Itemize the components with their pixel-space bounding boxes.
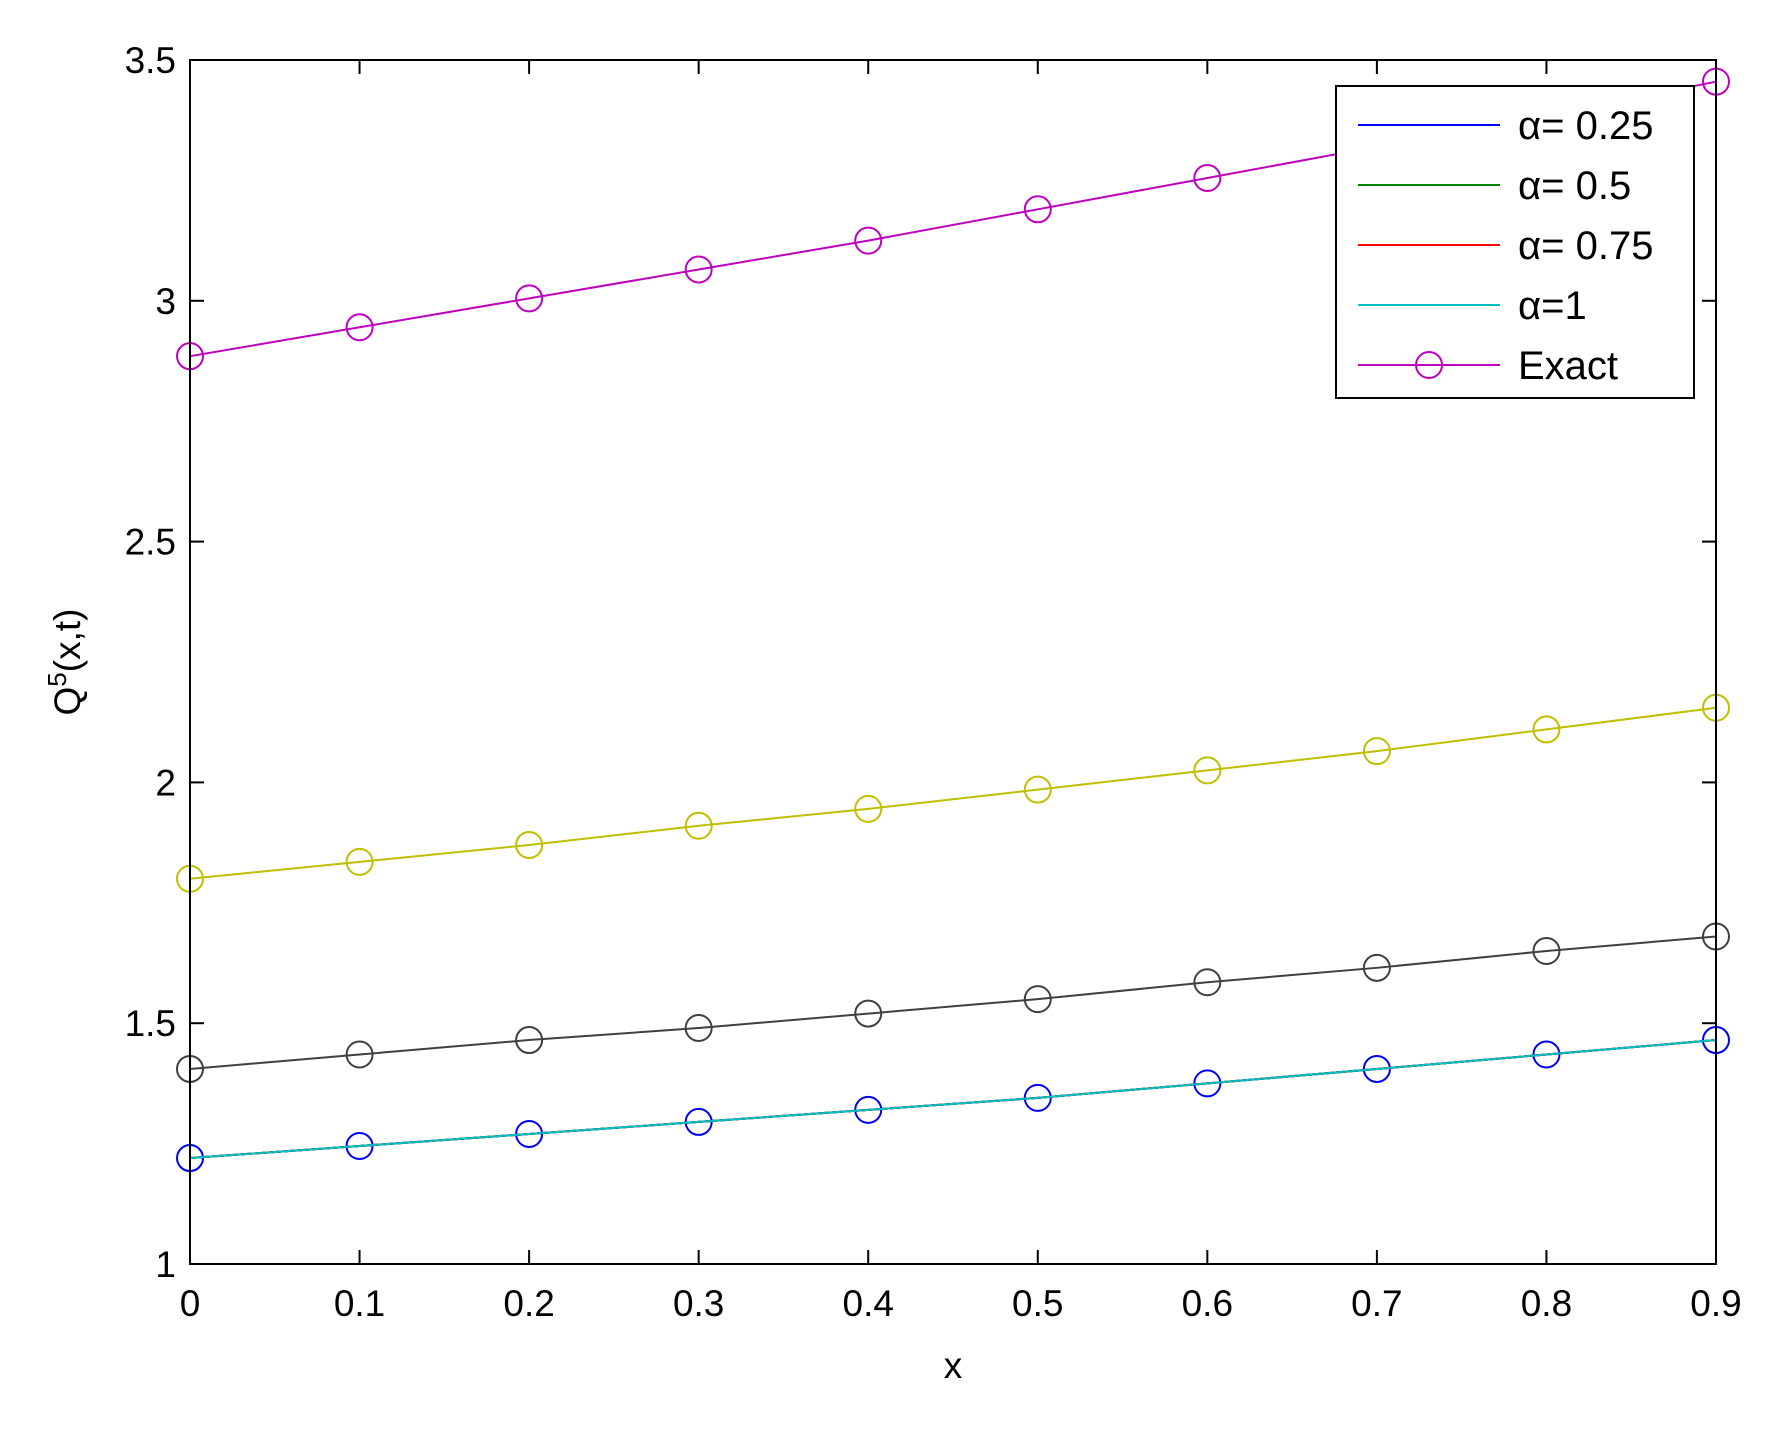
y-axis-title-sup: 5: [42, 672, 72, 686]
data-point: [515, 1026, 544, 1055]
x-tick-label: 0.3: [673, 1283, 724, 1324]
label-layer: 0 0.1 0.2 0.3 0.4 0.5 0.6 0.7 0.8 0.9 1 1.5 2 2.5 3 3.5: [125, 40, 1742, 1324]
data-point: [1023, 775, 1052, 804]
x-tick-label: 0.4: [843, 1283, 894, 1324]
y-tick-label: 2: [155, 762, 176, 803]
data-point: [515, 831, 544, 860]
y-tick-label: 3.5: [125, 40, 176, 81]
data-point: [1362, 737, 1391, 766]
data-point: [1362, 1054, 1391, 1083]
y-axis-title-base: Q: [47, 687, 88, 716]
x-tick-label: 0: [180, 1283, 201, 1324]
legend-label: α=1: [1518, 284, 1587, 328]
legend-label: α= 0.5: [1518, 164, 1631, 208]
legend: α= 0.25 α= 0.5 α= 0.75 α=1 Exact: [1335, 85, 1695, 399]
x-tick-label: 0.8: [1521, 1283, 1572, 1324]
x-axis-title: x: [944, 1345, 963, 1386]
data-point: [854, 999, 883, 1028]
x-tick-label: 0.7: [1351, 1283, 1402, 1324]
y-axis-title: Q5(x,t): [42, 609, 88, 716]
data-point: [345, 847, 374, 876]
legend-box: [1335, 85, 1695, 399]
legend-label: α= 0.75: [1518, 224, 1653, 268]
x-tick-label: 0.2: [503, 1283, 554, 1324]
series-line: [189, 706, 1717, 880]
x-tick-label: 0.1: [334, 1283, 385, 1324]
plot-frame: [189, 59, 1717, 1265]
data-point: [854, 226, 883, 255]
legend-label: α= 0.25: [1518, 104, 1653, 148]
y-tick-label: 3: [155, 281, 176, 322]
legend-marker: [1415, 351, 1443, 379]
y-axis-title-rest: (x,t): [47, 609, 88, 673]
data-point: [1532, 1040, 1561, 1069]
data-point: [1532, 936, 1561, 965]
data-point: [515, 284, 544, 313]
data-point: [1193, 163, 1222, 192]
series-line: [189, 935, 1717, 1070]
series-layer: [176, 67, 1730, 1173]
x-tick-label: 0.6: [1182, 1283, 1233, 1324]
data-point: [684, 255, 713, 284]
legend-label: Exact: [1518, 344, 1618, 388]
data-point: [1023, 985, 1052, 1014]
data-point: [684, 811, 713, 840]
data-point: [854, 794, 883, 823]
x-tick-label: 0.9: [1690, 1283, 1741, 1324]
data-point: [1362, 953, 1391, 982]
data-point: [684, 1014, 713, 1043]
y-tick-label: 1.5: [125, 1003, 176, 1044]
data-point: [345, 1040, 374, 1069]
data-point: [1193, 756, 1222, 785]
data-point: [1193, 1069, 1222, 1098]
data-point: [345, 313, 374, 342]
y-tick-label: 1: [155, 1244, 176, 1285]
data-point: [1193, 968, 1222, 997]
y-tick-label: 2.5: [125, 522, 176, 563]
series-line: [189, 1039, 1717, 1160]
data-point: [1023, 195, 1052, 224]
x-tick-label: 0.5: [1012, 1283, 1063, 1324]
data-point: [1532, 715, 1561, 744]
